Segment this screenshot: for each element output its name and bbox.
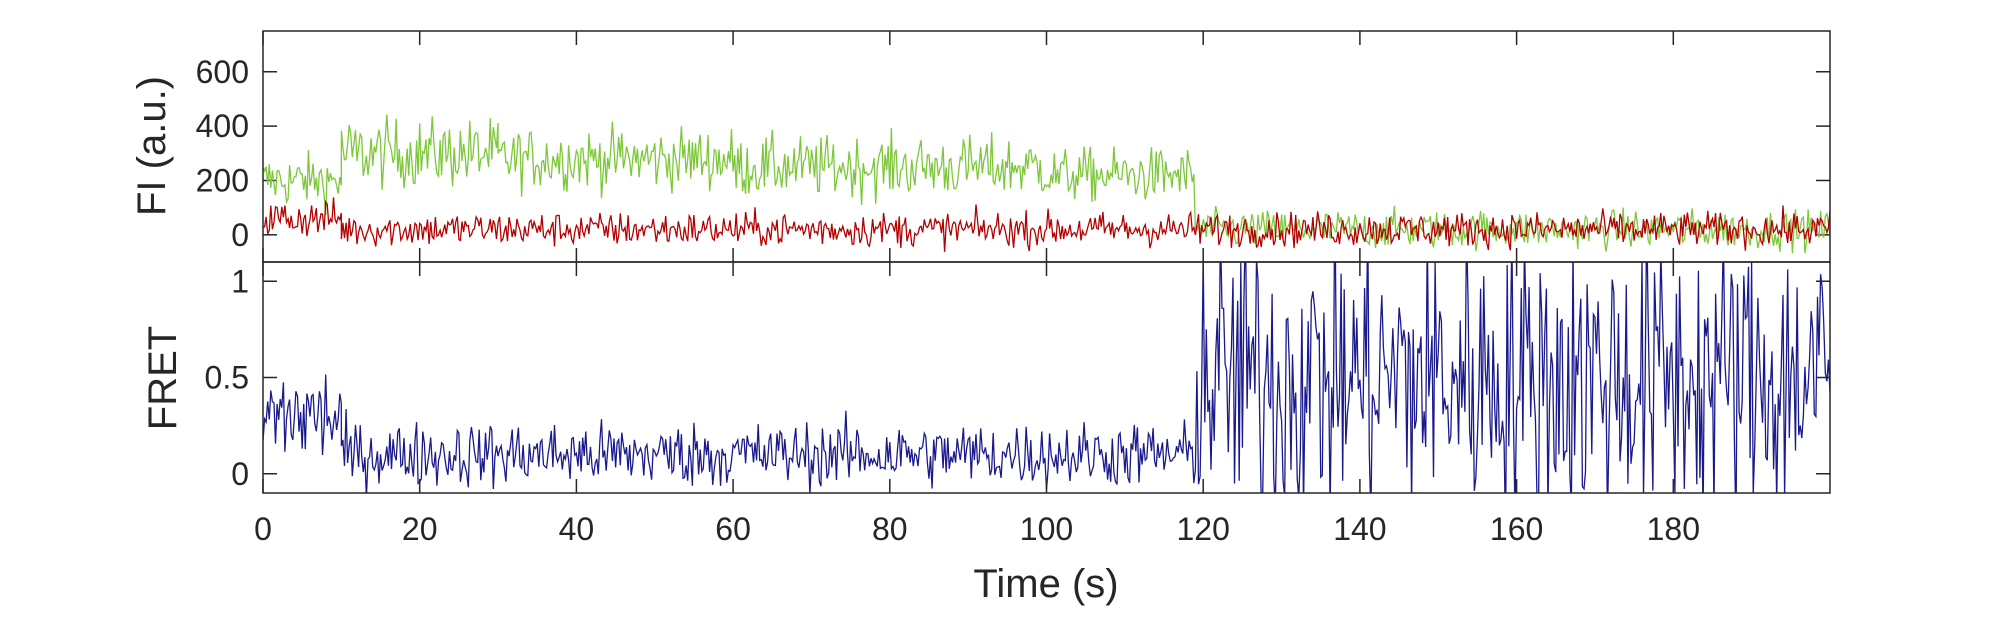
xtick-label: 100 xyxy=(1020,511,1073,547)
xtick-label: 180 xyxy=(1647,511,1700,547)
bottom-series-0-line xyxy=(263,262,1830,493)
bottom-ytick-labels: 00.51 xyxy=(205,263,249,492)
bottom-axes-frame xyxy=(262,261,1831,494)
top-series-0-line xyxy=(263,114,1830,254)
bottom-ytick-label: 0 xyxy=(231,456,249,492)
top-ytick-label: 400 xyxy=(196,108,249,144)
xtick-label: 0 xyxy=(254,511,272,547)
bottom-traces xyxy=(263,262,1830,493)
bottom-ylabel: FRET xyxy=(141,326,185,430)
top-ytick-label: 200 xyxy=(196,162,249,198)
top-ylabel: FI (a.u.) xyxy=(130,76,174,216)
top-ytick-label: 0 xyxy=(231,217,249,253)
top-series-1-line xyxy=(263,197,1830,252)
xticks xyxy=(262,31,1675,493)
xtick-labels: 0 20 40 60 80 100 120 140 160 180 xyxy=(254,511,1700,547)
top-panel: 0 200 400 600 FI (a.u.) xyxy=(130,30,1831,263)
bottom-panel: 00.51 0 20 40 60 80 100 120 140 160 180 FRET Time… xyxy=(141,31,1831,606)
xtick-label: 40 xyxy=(559,511,595,547)
xtick-label: 160 xyxy=(1490,511,1543,547)
bottom-ytick-label: 1 xyxy=(231,263,249,299)
bottom-yticks xyxy=(263,280,1830,475)
xtick-label: 140 xyxy=(1333,511,1386,547)
xtick-label: 60 xyxy=(715,511,751,547)
xtick-label: 20 xyxy=(402,511,438,547)
xtick-label: 120 xyxy=(1177,511,1230,547)
top-ytick-labels: 0 200 400 600 xyxy=(196,54,249,253)
top-traces xyxy=(263,114,1830,254)
top-ytick-label: 600 xyxy=(196,54,249,90)
xlabel: Time (s) xyxy=(973,562,1118,606)
bottom-ytick-label: 0.5 xyxy=(205,360,249,396)
xtick-label: 80 xyxy=(872,511,908,547)
